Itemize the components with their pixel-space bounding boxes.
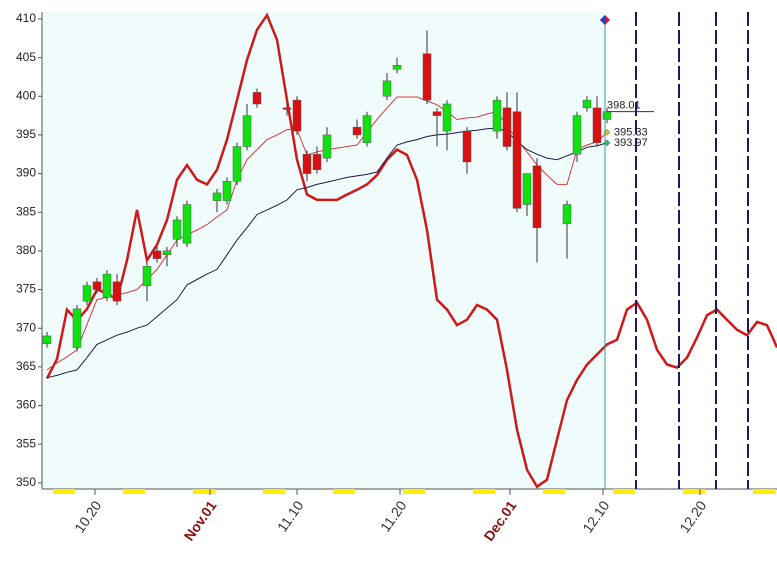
candle-body (462, 130, 472, 163)
candle-body (292, 99, 302, 132)
axis-marker (403, 489, 425, 494)
candle-body (212, 192, 222, 201)
candle-body (562, 204, 572, 225)
candle-body (82, 285, 92, 302)
candle-body (242, 115, 252, 147)
axis-marker (333, 489, 355, 494)
candle-body (512, 111, 522, 209)
candle-body (522, 173, 532, 205)
candle-body (532, 165, 542, 228)
candle-body (582, 99, 592, 109)
x-tick-label: 12.10 (579, 498, 612, 536)
y-tick-label: 350 (16, 475, 36, 489)
x-tick-label: Dec.01 (480, 498, 519, 544)
candle-body (72, 308, 82, 348)
candle-body (382, 80, 392, 97)
axis-marker (613, 489, 635, 494)
cursor-marker (600, 15, 605, 25)
y-tick-label: 370 (16, 320, 36, 334)
candle-body (572, 115, 582, 155)
candle-body (282, 107, 292, 110)
y-tick-label: 385 (16, 204, 36, 218)
candle-body (322, 134, 332, 159)
x-tick-label: 12.20 (676, 498, 709, 536)
candle-body (392, 65, 402, 70)
indicator-line (45, 12, 777, 489)
candle-body (112, 281, 122, 302)
axis-marker (193, 489, 215, 494)
axis-marker (473, 489, 495, 494)
candle-body (312, 153, 322, 170)
value-label: 395.33 (614, 126, 648, 138)
x-tick-label: 11.10 (274, 497, 307, 534)
y-tick-label: 355 (16, 436, 36, 450)
candle-body (222, 181, 232, 201)
future-lines (600, 12, 749, 489)
candle-body (92, 281, 102, 290)
candle-body (162, 250, 172, 256)
candle-body (232, 146, 242, 182)
candle-body (152, 250, 162, 259)
y-tick-label: 395 (16, 127, 36, 141)
y-tick-label: 360 (16, 398, 36, 412)
candle-body (592, 107, 602, 143)
axis-marker (123, 489, 145, 494)
candle-body (432, 111, 442, 116)
candle-body (172, 219, 182, 240)
y-tick-label: 410 (16, 11, 36, 25)
candle-body (102, 273, 112, 298)
axis-marker (683, 489, 705, 494)
axis-marker (543, 489, 565, 494)
axis-marker (753, 489, 775, 494)
candle-body (252, 92, 262, 105)
candle-body (182, 204, 192, 244)
x-tick-label: 10.20 (71, 498, 104, 536)
x-tick-label: 11.20 (377, 497, 410, 534)
candle-body (302, 153, 312, 174)
y-tick-label: 365 (16, 359, 36, 373)
candle-body (362, 115, 372, 143)
candle-body (142, 266, 152, 286)
last-close-label: 398.01 (607, 100, 641, 112)
y-tick-label: 380 (16, 243, 36, 257)
plot-background (42, 12, 605, 489)
axis-marker (263, 489, 285, 494)
y-tick-label: 405 (16, 50, 36, 64)
y-tick-label: 390 (16, 166, 36, 180)
candle-body (602, 111, 612, 120)
candle-body (422, 53, 432, 101)
candle-body (502, 107, 512, 147)
candle-body (442, 103, 452, 132)
value-label: 393.97 (614, 137, 648, 149)
candle-body (492, 99, 502, 132)
y-tick-label: 375 (16, 282, 36, 296)
candle-body (42, 335, 52, 344)
axis-marker (53, 489, 75, 494)
y-tick-label: 400 (16, 88, 36, 102)
x-tick-label: Nov.01 (181, 497, 220, 543)
candle-body (352, 126, 362, 136)
